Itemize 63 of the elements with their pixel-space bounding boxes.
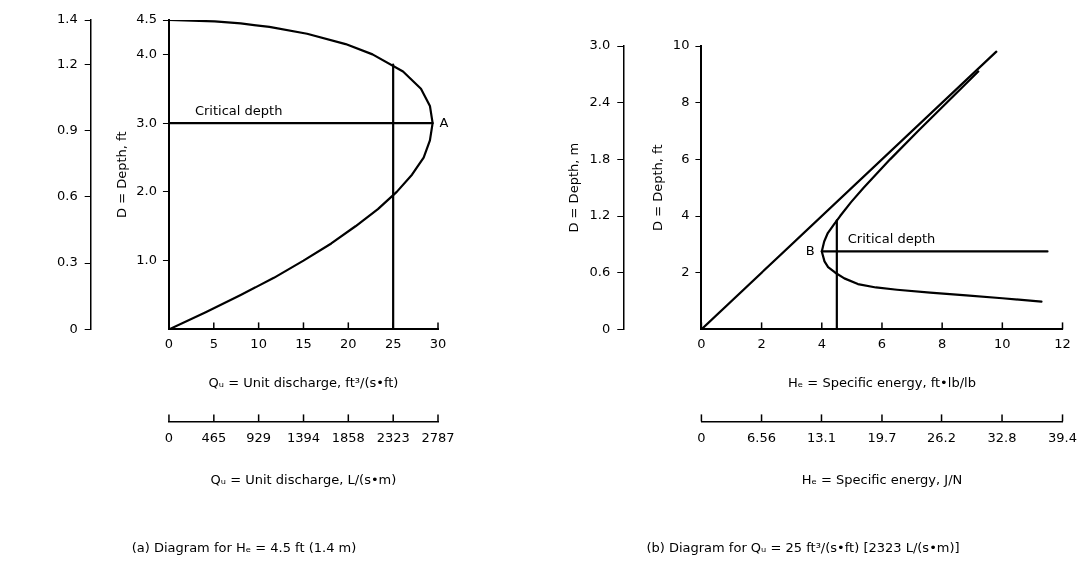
y2-tick-label: 0.6 [589,264,611,280]
y-axis-title: D = Depth, ft [650,144,666,231]
x2-tick-label: 19.7 [867,429,897,445]
x2-tick-label: 929 [246,429,272,445]
x2-tick-label: 2787 [421,429,455,445]
x2-tick-label: 1858 [331,429,365,445]
x2-tick-label: 1394 [286,429,321,445]
x-tick-label: 30 [429,335,447,351]
x-axis-title: Qᵤ = Unit discharge, ft³/(s•ft) [208,374,399,390]
x2-tick-label: 32.8 [987,429,1017,445]
annotation: B [805,242,815,258]
y2-tick-label: 0.9 [56,121,78,137]
series-label: Critical depth [847,231,936,247]
y-tick-label: 6 [681,150,690,166]
y-tick-label: 4 [681,207,690,223]
x2-axis-title: Hₑ = Specific energy, J/N [801,471,963,487]
text: (b) Diagram for Qᵤ = 25 ft³/(s•ft) [2323 L/(s•m)] [646,539,960,555]
x-tick-label: 12 [1054,335,1071,351]
y2-tick-label: 0 [601,320,611,336]
x2-tick-label: 2323 [376,429,410,445]
y2-tick-label: 1.4 [56,11,78,27]
y2-tick-label: 1.2 [589,207,611,223]
y-axis-title: D = Depth, ft [113,131,129,218]
x-tick-label: 20 [340,335,357,351]
y-tick-label: 4.5 [136,11,157,27]
x-tick-label: 2 [757,335,766,351]
x2-tick-label: 0 [164,429,174,445]
y-tick-label: 1.0 [136,252,157,268]
y-tick-label: 4.0 [136,45,157,61]
y-tick-label: 2.0 [136,183,157,199]
text: (a) Diagram for Hₑ = 4.5 ft (1.4 m) [131,539,357,555]
y2-axis-title: D = Depth, m [566,142,582,233]
x-tick-label: 25 [384,335,402,351]
x2-tick-label: 0 [697,429,706,445]
y2-tick-label: 0 [69,320,78,336]
x2-tick-label: 6.56 [747,429,777,445]
y2-tick-label: 0.6 [56,188,78,204]
x-tick-label: 10 [994,335,1011,351]
x-axis-title: Hₑ = Specific energy, ft•lb/lb [788,374,976,390]
y-tick-label: 10 [672,37,690,53]
x-tick-label: 4 [817,335,826,351]
x2-tick-label: 26.2 [927,429,957,445]
x-tick-label: 0 [697,335,706,351]
x-tick-label: 8 [938,335,947,351]
x2-tick-label: 13.1 [807,429,836,445]
y2-tick-label: 3.0 [589,37,611,53]
x-tick-label: 5 [209,335,218,351]
series-label: Critical depth [194,103,283,119]
y-tick-label: 2 [681,264,690,280]
annotation: A [439,114,449,130]
x-tick-label: 10 [250,335,267,351]
x2-tick-label: 465 [201,429,227,445]
x-tick-label: 6 [877,335,887,351]
x2-axis-title: Qᵤ = Unit discharge, L/(s•m) [210,471,397,487]
x2-tick-label: 39.4 [1048,429,1077,445]
x-tick-label: 15 [295,335,312,351]
x-tick-label: 0 [164,335,174,351]
y-tick-label: 8 [681,94,690,110]
y2-tick-label: 1.8 [589,150,611,166]
y2-tick-label: 0.3 [56,254,78,270]
y2-tick-label: 2.4 [589,94,611,110]
y-tick-label: 3.0 [136,114,157,130]
y2-tick-label: 1.2 [56,55,78,71]
